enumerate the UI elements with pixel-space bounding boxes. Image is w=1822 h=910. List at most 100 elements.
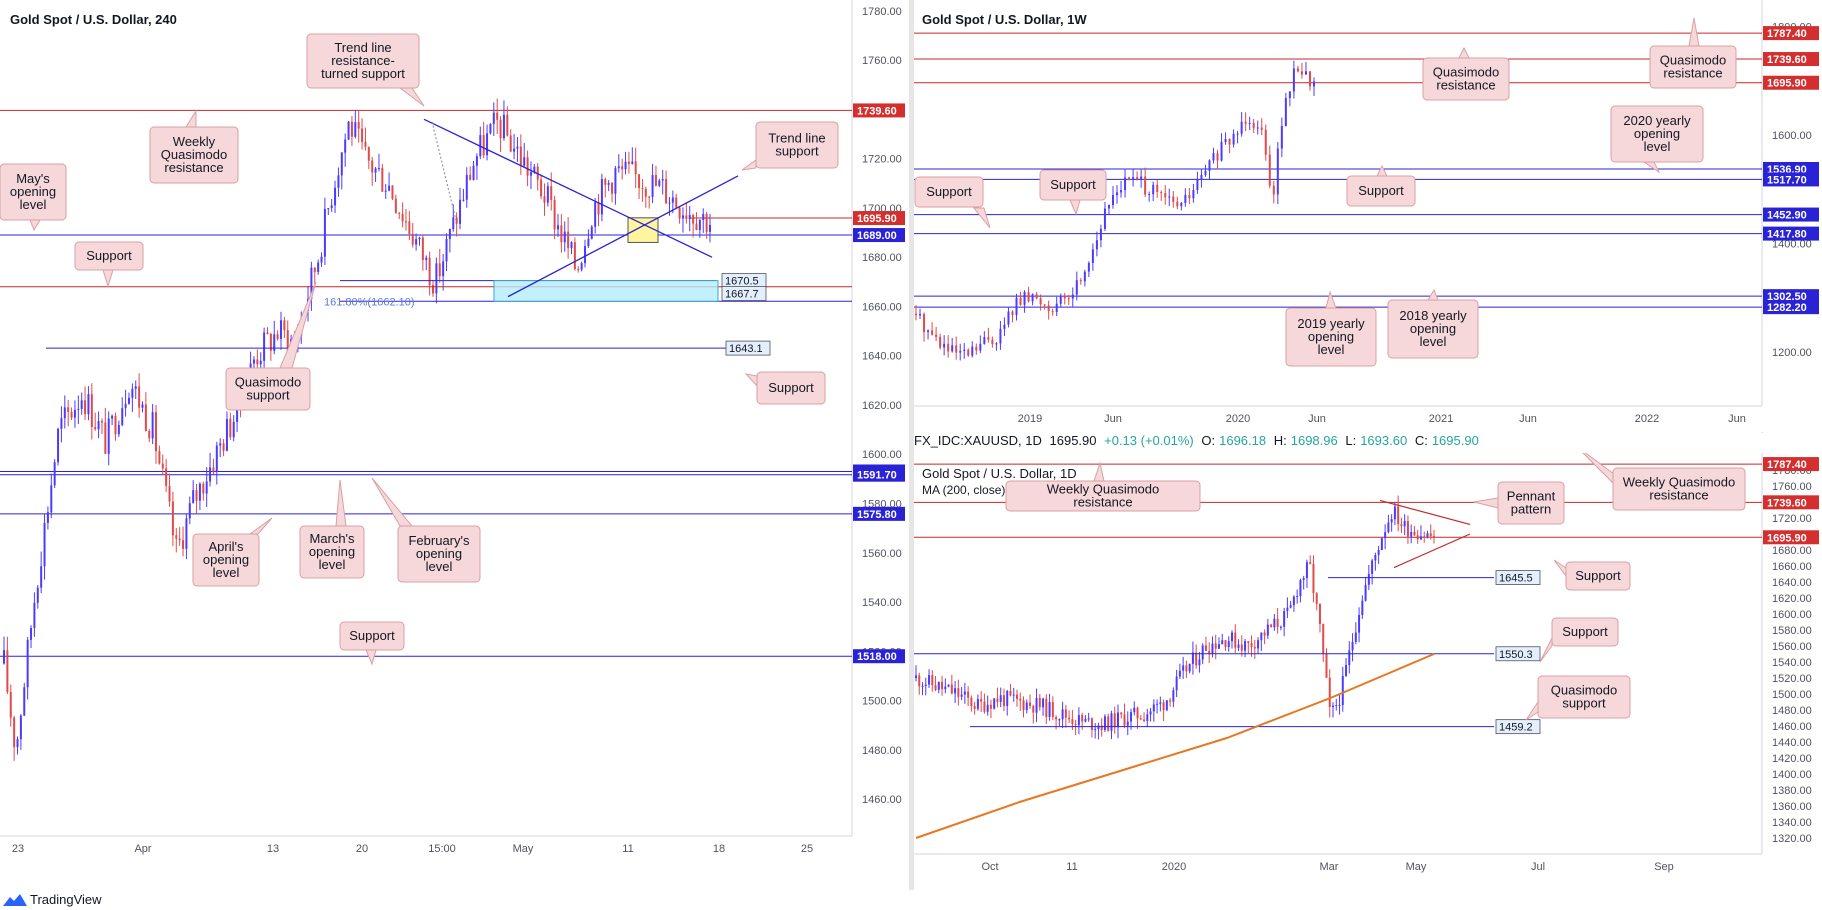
h4-chart[interactable]: 1780.001760.001740.001720.001700.001680.… bbox=[0, 0, 909, 890]
high-value: 1698.96 bbox=[1290, 433, 1338, 448]
candle-body bbox=[675, 197, 678, 208]
candle-body bbox=[1002, 695, 1005, 707]
candle-body bbox=[1188, 194, 1191, 199]
callout-text: resistance- bbox=[331, 53, 395, 68]
weekly-chart[interactable]: 1800.001600.001400.001200.002019Jun2020J… bbox=[914, 0, 1822, 432]
y-tick-label: 1340.00 bbox=[1772, 817, 1812, 829]
candle-body bbox=[1059, 296, 1062, 304]
callout-support-w3[interactable]: Support bbox=[1346, 164, 1416, 207]
pennant-upper-line bbox=[1379, 499, 1471, 525]
candle-body bbox=[970, 697, 973, 706]
candle-body bbox=[313, 267, 316, 272]
callout-support-w1[interactable]: Support bbox=[914, 176, 991, 229]
candle-body bbox=[212, 467, 215, 472]
weekly-chart-pane[interactable]: 1800.001600.001400.001200.002019Jun2020J… bbox=[914, 0, 1822, 432]
candle-body bbox=[1175, 676, 1178, 691]
open-label: O: bbox=[1201, 433, 1216, 448]
candle-body bbox=[1185, 665, 1188, 672]
callout-text: Quasimodo bbox=[1660, 53, 1726, 68]
candle-body bbox=[1426, 533, 1429, 537]
callout-box bbox=[149, 126, 239, 184]
candle-body bbox=[1116, 712, 1119, 728]
callout-box bbox=[1565, 561, 1631, 591]
candle-body bbox=[222, 443, 225, 451]
candle-body bbox=[1064, 709, 1067, 718]
candle-body bbox=[678, 207, 681, 219]
candle-body bbox=[452, 217, 455, 230]
candle-body bbox=[1022, 700, 1025, 711]
y-tick-label: 1480.00 bbox=[1772, 705, 1812, 717]
candle-body bbox=[516, 146, 519, 149]
price-tag bbox=[853, 103, 905, 118]
price-tag bbox=[1763, 226, 1819, 241]
candle-body bbox=[148, 430, 151, 439]
daily-chart[interactable]: 1780.001760.001740.001720.001700.001680.… bbox=[914, 432, 1822, 890]
candle-body bbox=[225, 419, 228, 451]
candle-body bbox=[644, 189, 647, 197]
candle-body bbox=[1107, 204, 1110, 209]
candle-body bbox=[276, 334, 279, 339]
callout-support-2[interactable]: Support bbox=[744, 371, 826, 405]
candle-body bbox=[161, 463, 164, 469]
candle-body bbox=[1393, 506, 1396, 520]
h4-chart-pane[interactable]: 1780.001760.001740.001720.001700.001680.… bbox=[0, 0, 909, 910]
level-label-1645-box bbox=[1495, 570, 1541, 586]
callout-box bbox=[914, 176, 984, 208]
symbol-name[interactable]: FX_IDC:XAUUSD, 1D bbox=[914, 433, 1042, 448]
candle-body bbox=[941, 681, 944, 690]
candle-body bbox=[685, 215, 688, 220]
candle-body bbox=[1240, 644, 1243, 651]
last-price: 1695.90 bbox=[1049, 433, 1097, 448]
candle-body bbox=[1055, 303, 1058, 312]
callout-text: opening bbox=[1410, 321, 1456, 336]
candle-body bbox=[577, 269, 580, 271]
price-tag bbox=[1763, 172, 1819, 187]
candle-body bbox=[1143, 719, 1146, 721]
callout-support-d2[interactable]: Support bbox=[1539, 617, 1619, 663]
brand-name[interactable]: TradingView bbox=[30, 892, 102, 907]
candle-body bbox=[1361, 600, 1364, 616]
daily-chart-pane[interactable]: 1780.001760.001740.001720.001700.001680.… bbox=[914, 432, 1822, 890]
candle-body bbox=[1260, 127, 1263, 130]
candle-body bbox=[1387, 522, 1390, 533]
low-value: 1693.60 bbox=[1360, 433, 1408, 448]
callout-text: Weekly bbox=[173, 134, 216, 149]
level-label-1459: 1459.2 bbox=[1499, 722, 1533, 734]
callout-support-d1[interactable]: Support bbox=[1553, 559, 1631, 591]
callout-support-3[interactable]: Support bbox=[339, 621, 405, 666]
ma200-line bbox=[915, 653, 1435, 839]
callout-support-1[interactable]: Support bbox=[74, 241, 144, 288]
price-tag bbox=[1763, 457, 1819, 472]
candle-body bbox=[1015, 694, 1018, 699]
candle-body bbox=[1300, 71, 1303, 75]
candle-body bbox=[540, 179, 543, 197]
x-tick-label: Jun bbox=[1519, 413, 1537, 425]
candle-body bbox=[1120, 712, 1123, 715]
level-label-1550-box bbox=[1495, 646, 1541, 662]
candle-body bbox=[983, 701, 986, 712]
callout-text: level bbox=[1644, 139, 1671, 154]
candle-body bbox=[1003, 324, 1006, 329]
pane-divider[interactable] bbox=[909, 0, 914, 910]
callout-support-w2[interactable]: Support bbox=[1039, 169, 1107, 216]
candle-body bbox=[1113, 713, 1116, 728]
candle-body bbox=[171, 501, 174, 536]
y-tick-label: 1600.00 bbox=[1772, 609, 1812, 621]
